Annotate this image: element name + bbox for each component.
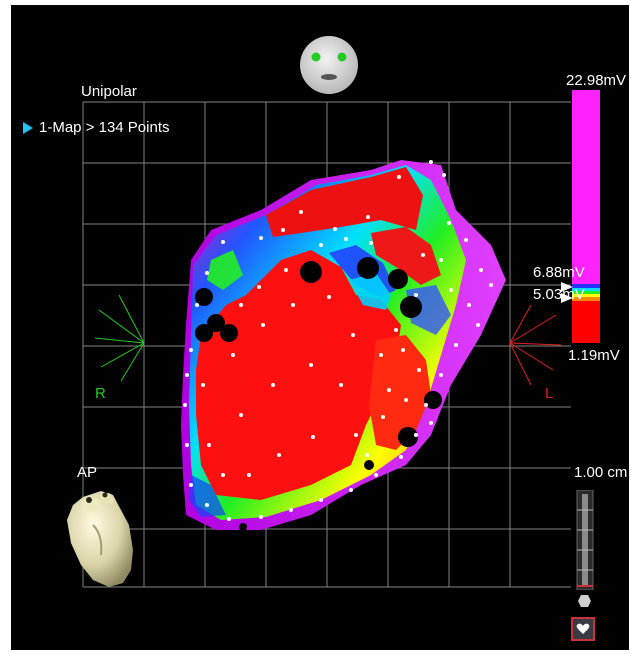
map-viewport[interactable]: Unipolar 1-Map > 134 Points 22.98mV 6.88… — [11, 5, 629, 650]
scale-bar[interactable] — [575, 490, 595, 590]
colorbar-upper-threshold-label[interactable]: 6.88mV — [533, 264, 585, 281]
heart-thumbnail-icon — [67, 491, 133, 587]
mode-label: Unipolar — [81, 83, 137, 100]
heart-view-button[interactable] — [571, 617, 595, 641]
map-label: 1-Map > 134 Points — [39, 119, 170, 136]
colorbar-max-label: 22.98mV — [566, 72, 627, 89]
left-orientation-label: L — [545, 385, 554, 402]
right-orientation-spokes — [94, 294, 145, 382]
colorbar-lower-threshold-label[interactable]: 5.03mV — [533, 286, 585, 303]
view-direction-label: AP — [77, 464, 98, 481]
heart-button-icon — [576, 623, 590, 634]
map-scene[interactable] — [11, 5, 629, 650]
catheter-markers — [195, 257, 442, 531]
voltage-map-surface[interactable] — [181, 160, 506, 530]
left-orientation-spokes — [509, 304, 562, 386]
right-orientation-label: R — [95, 385, 106, 402]
play-triangle-icon[interactable] — [23, 121, 33, 134]
sample-points — [183, 160, 493, 521]
hexagon-icon — [578, 595, 591, 607]
voltage-colorbar — [561, 90, 600, 343]
scale-label: 1.00 cm — [574, 464, 628, 481]
colorbar-min-label: 1.19mV — [568, 347, 620, 364]
head-orientation-icon — [300, 36, 358, 94]
map-selector[interactable]: 1-Map > 134 Points — [23, 119, 170, 136]
